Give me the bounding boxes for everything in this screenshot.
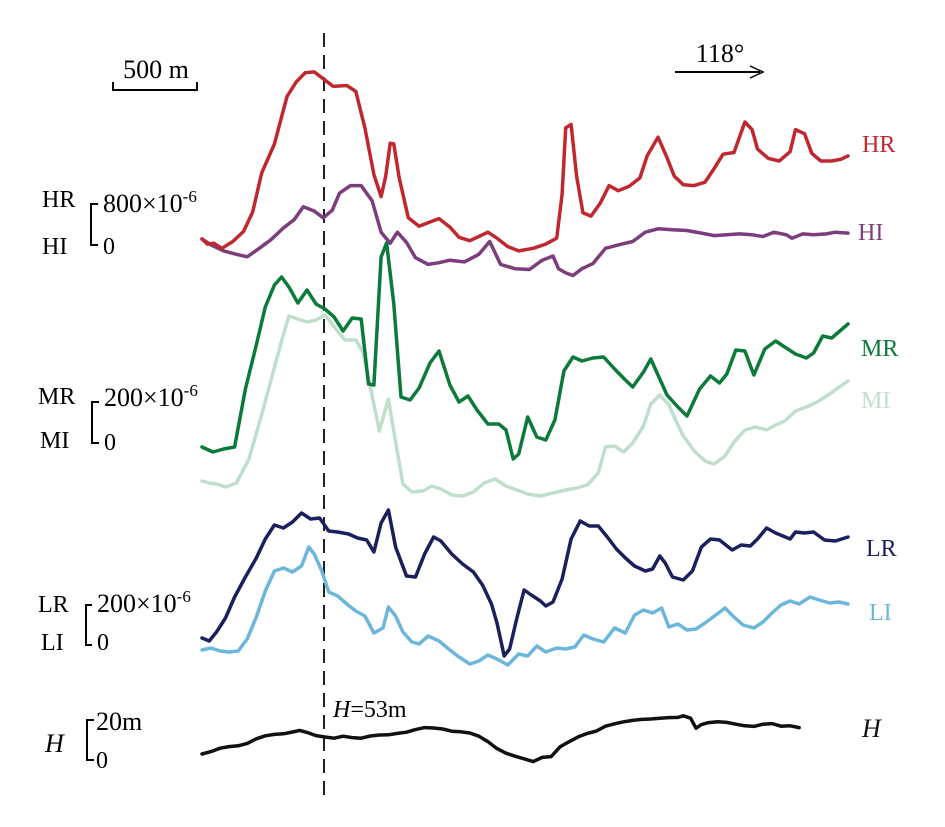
scale-h-zero: 0: [96, 748, 108, 774]
scale-h: H 20m 0: [44, 707, 142, 774]
scale-lf-top-base: 200×10: [97, 589, 177, 618]
scale-lf-top-exp: -6: [177, 587, 191, 606]
scale-h-top: 20m: [96, 707, 142, 736]
scale-bar-line: [112, 82, 198, 91]
marker-label-rest: =53m: [350, 697, 407, 723]
scale-hf-top-base: 800×10: [103, 189, 183, 218]
series-label-LR: LR: [866, 536, 897, 562]
marker-label: H=53m: [332, 697, 407, 723]
scale-lf-top: 200×10-6: [97, 587, 191, 618]
scale-mf-zero: 0: [104, 430, 116, 456]
series-label-H: H: [861, 714, 882, 743]
scale-h-bracket: [86, 719, 94, 761]
scale-mf-name-1: MR: [38, 384, 75, 410]
scale-hf-top: 800×10-6: [103, 187, 197, 218]
scale-mf: MR MI 200×10-6 0: [38, 381, 198, 456]
series-line-MR: [200, 241, 850, 461]
marker-label-var: H: [332, 697, 352, 723]
series-line-LR: [200, 508, 850, 658]
scale-hf: HR HI 800×10-6 0: [42, 187, 197, 260]
scale-mf-top-exp: -6: [184, 381, 198, 400]
series-label-HI: HI: [858, 220, 883, 246]
scale-hf-zero: 0: [103, 234, 115, 260]
series-line-H: [200, 714, 801, 764]
series-line-LI: [200, 545, 850, 667]
scale-lf: LR LI 200×10-6 0: [38, 587, 191, 656]
scale-lf-zero: 0: [97, 630, 109, 656]
direction-arrow-icon: [749, 65, 765, 79]
scale-hf-name-2: HI: [42, 234, 67, 260]
series-line-HI: [200, 183, 850, 278]
scale-hf-bracket: [90, 203, 98, 246]
scale-mf-name-2: MI: [40, 428, 69, 454]
series-line-MI: [200, 313, 850, 498]
scale-bar: 500 m: [112, 55, 198, 91]
scale-mf-top: 200×10-6: [104, 381, 198, 412]
scale-hf-name-1: HR: [42, 187, 75, 213]
direction-indicator: 118°: [675, 39, 765, 79]
scale-mf-bracket: [91, 401, 99, 444]
scale-hf-top-exp: -6: [183, 187, 197, 206]
scale-lf-name-1: LR: [38, 592, 69, 618]
direction-label: 118°: [696, 39, 744, 68]
scale-mf-top-base: 200×10: [104, 383, 184, 412]
series-line-HR: [200, 70, 850, 253]
scale-lf-bracket: [85, 604, 92, 646]
series-label-MI: MI: [861, 388, 890, 414]
curves-layer: [200, 70, 850, 764]
scale-lf-name-2: LI: [41, 630, 64, 656]
series-labels: HR HI MR MI LR LI H: [858, 132, 898, 743]
series-label-HR: HR: [862, 132, 895, 158]
scale-bar-label: 500 m: [123, 55, 189, 84]
series-label-LI: LI: [869, 600, 892, 626]
scale-h-name: H: [44, 729, 65, 758]
series-label-MR: MR: [861, 336, 898, 362]
